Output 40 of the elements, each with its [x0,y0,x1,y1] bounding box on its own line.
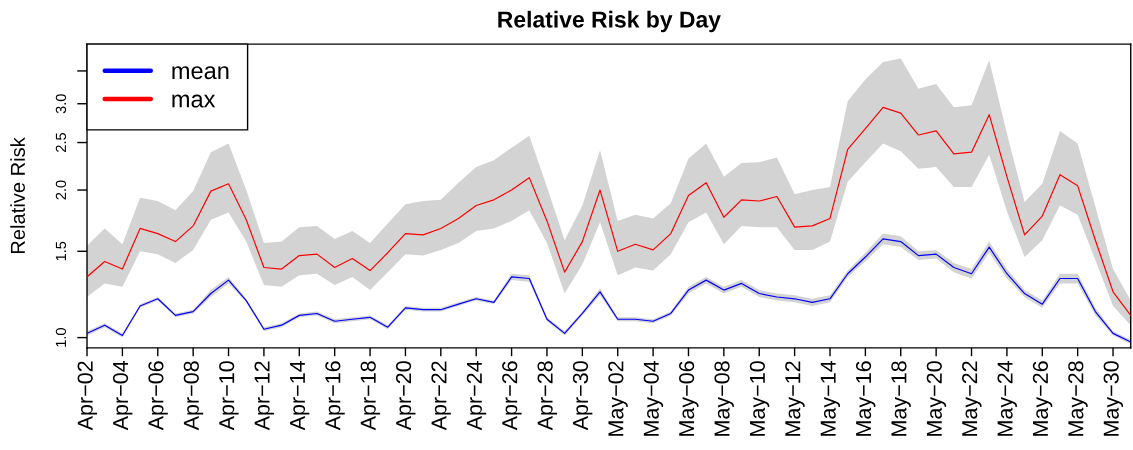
y-tick-label: 2.5 [55,133,67,152]
legend-label: max [172,94,216,108]
y-axis-title: Relative Risk [10,137,25,254]
x-tick-label: Apr−16 [325,361,345,431]
x-tick-label: May−20 [926,361,947,436]
x-tick-label: Apr−02 [77,361,98,431]
y-tick-label: 1.0 [55,328,67,347]
x-tick-label: May−24 [997,360,1017,436]
x-tick-label: Apr−10 [219,361,239,431]
y-tick-label: 3.0 [55,94,67,114]
legend-label: mean [172,66,229,80]
x-tick-label: May−04 [643,360,664,436]
x-tick-label: May−22 [962,361,982,436]
x-tick-label: Apr−18 [360,361,381,431]
y-tick-label: 1.5 [55,241,67,261]
x-tick-label: Apr−08 [183,361,204,431]
x-tick-label: May−28 [1068,361,1088,436]
x-tick-label: Apr−06 [148,361,168,431]
x-tick-label: May−08 [714,361,734,436]
x-tick-label: Apr−22 [431,361,451,431]
x-tick-label: Apr−24 [466,360,487,431]
x-tick-label: May−06 [679,361,699,436]
x-tick-label: Apr−12 [254,361,274,431]
line-series [87,106,1131,316]
y-tick-label: 2.0 [55,180,67,200]
x-tick-label: May−30 [1103,361,1124,436]
x-tick-label: Apr−14 [290,360,310,431]
x-tick-label: Apr−26 [502,361,522,431]
x-tick-label: Apr−28 [537,361,557,431]
x-tick-label: Apr−30 [572,361,593,431]
chart-title: Relative Risk by Day [498,10,721,33]
x-tick-label: May−10 [749,361,770,436]
x-tick-label: Apr−20 [395,361,416,431]
x-tick-label: May−26 [1032,361,1053,436]
x-tick-label: May−12 [785,361,805,436]
x-tick-label: May−16 [855,361,876,436]
x-tick-label: Apr−04 [112,360,133,431]
x-tick-label: May−18 [891,361,911,436]
x-tick-label: May−02 [608,361,628,436]
x-tick-label: May−14 [820,360,841,436]
